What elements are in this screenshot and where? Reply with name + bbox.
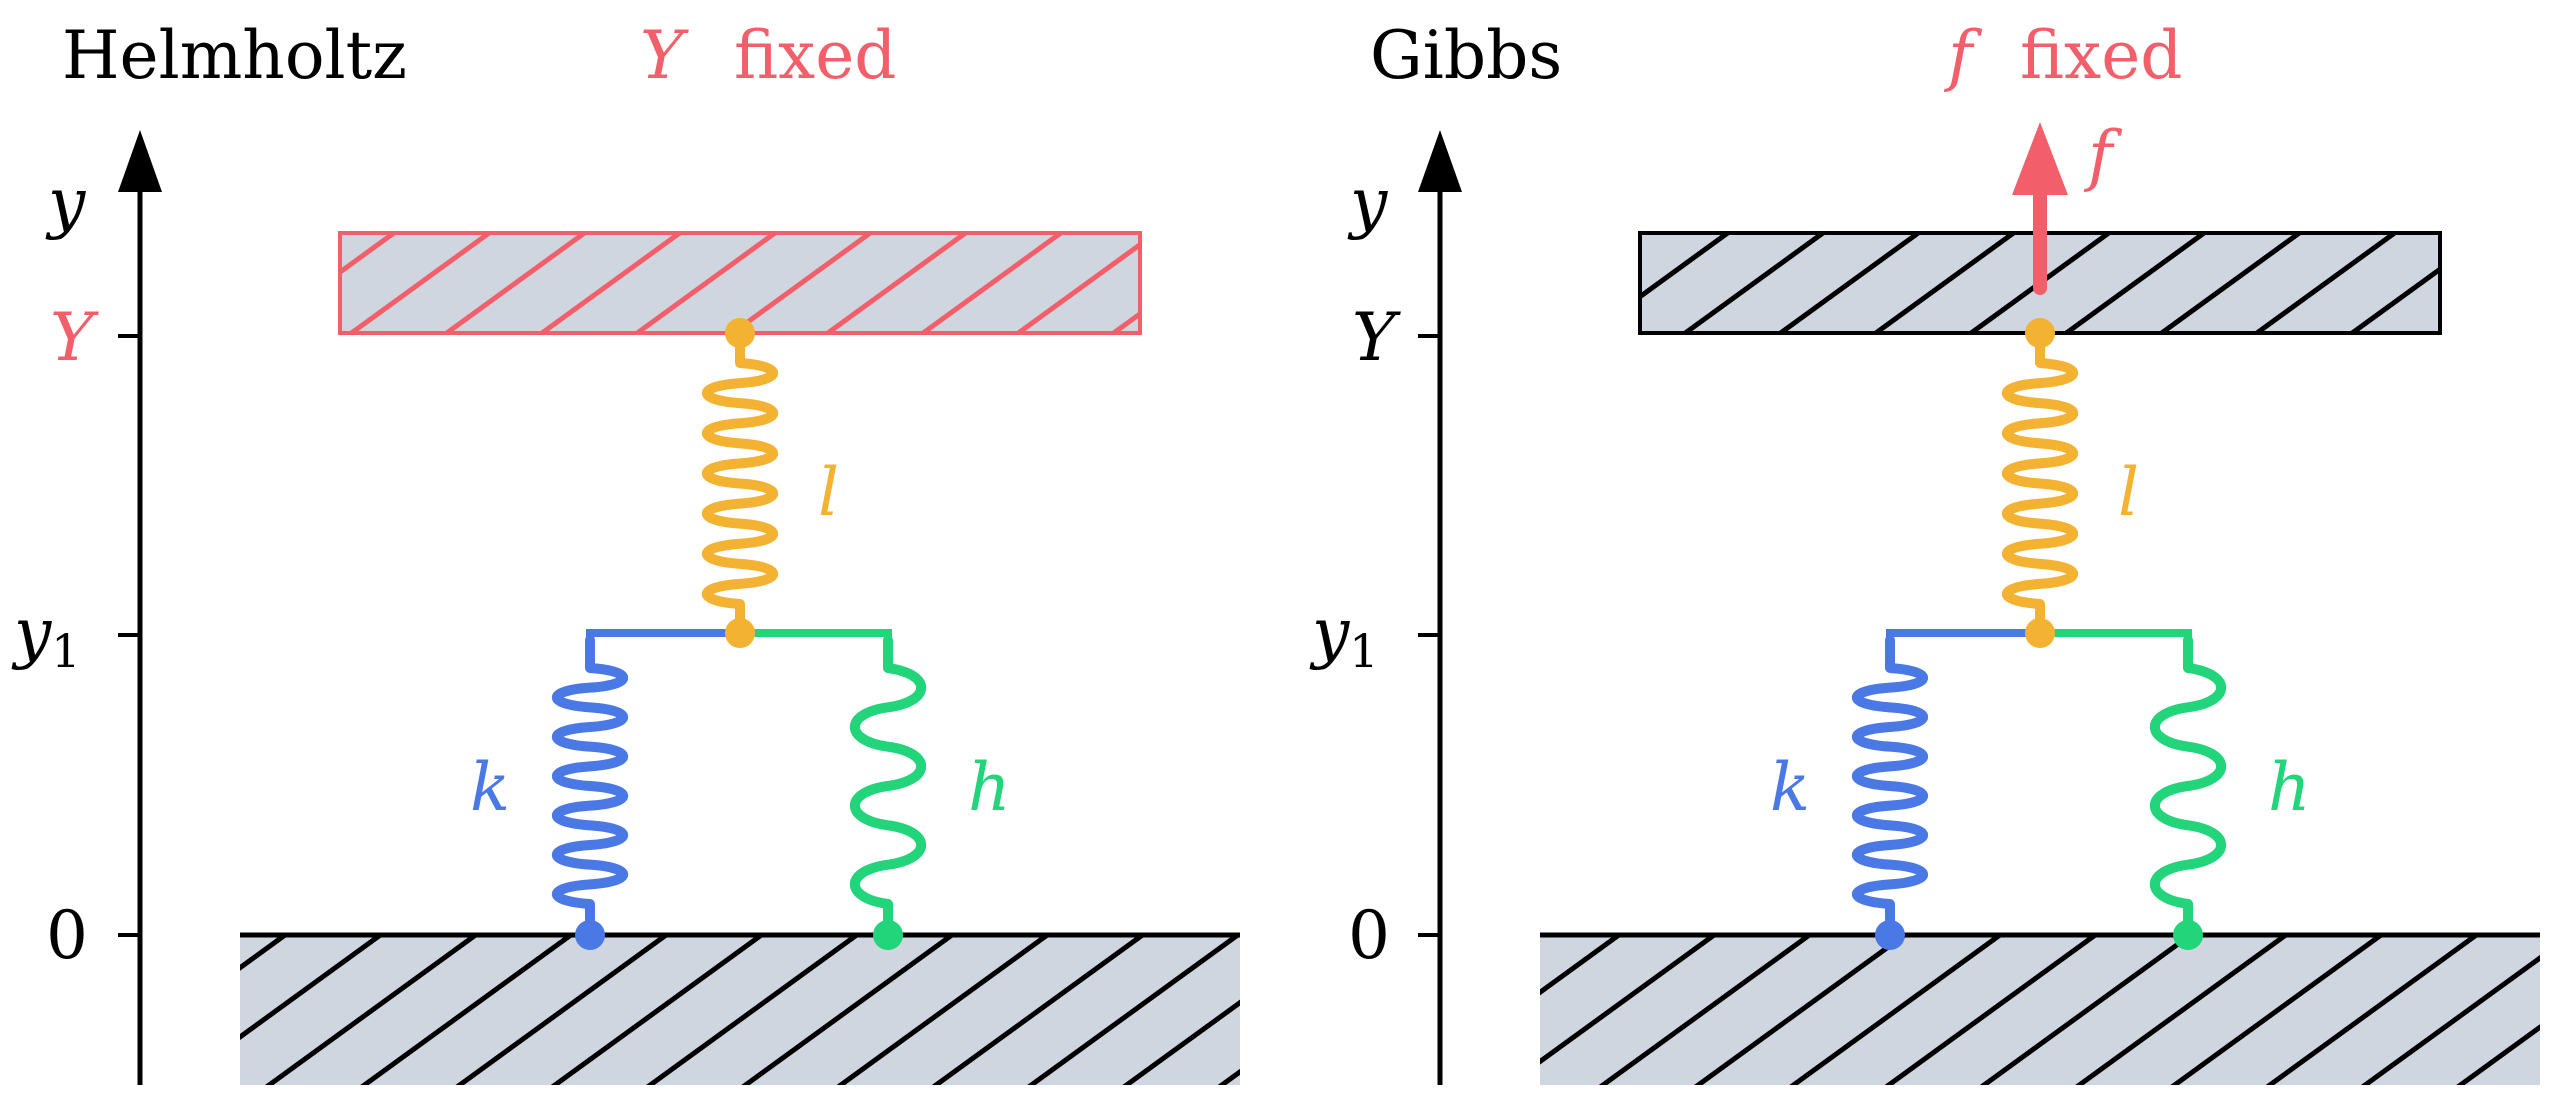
force-label: f (2083, 117, 2123, 194)
force-arrowhead (2012, 122, 2068, 195)
top-plate (338, 231, 1142, 335)
y-axis-label: y (1347, 164, 1388, 241)
node-ground-h (873, 920, 903, 950)
spring-h (2150, 635, 2226, 937)
tick-label-y1: y1 (1309, 594, 1379, 678)
panel-title: Gibbs (1370, 17, 1562, 94)
spring-h (850, 635, 926, 937)
node-ground-h (2173, 920, 2203, 950)
node-ground-k (575, 920, 605, 950)
node-junction (2025, 618, 2055, 648)
node-top (2025, 318, 2055, 348)
y-axis-arrowhead (118, 130, 162, 192)
tick-label-Y: Y (50, 299, 99, 376)
spring-label-l: l (818, 454, 839, 531)
spring-k (1852, 635, 1928, 937)
node-ground-k (1875, 920, 1905, 950)
fixed-label: fixed (734, 17, 897, 94)
ground-plate (1540, 935, 2540, 1085)
tick-label-zero: 0 (1348, 897, 1390, 974)
spring-l (2002, 330, 2078, 637)
spring-label-l: l (2118, 454, 2139, 531)
fixed-variable-symbol: f (1943, 17, 1983, 94)
tick-label-y1: y1 (11, 594, 81, 678)
panel-helmholtz: Helmholtz Y fixed y Y y1 0 (11, 17, 1240, 1085)
tick-label-Y: Y (1352, 299, 1401, 376)
node-top (725, 318, 755, 348)
y-axis-arrowhead (1418, 130, 1462, 192)
ground-plate (240, 935, 1240, 1085)
spring-l (702, 330, 778, 637)
panel-gibbs: Gibbs f fixed y Y y1 0 f (1309, 17, 2540, 1085)
panel-title: Helmholtz (62, 17, 407, 94)
spring-label-h: h (2268, 749, 2311, 826)
tick-label-zero: 0 (46, 897, 88, 974)
spring-k (552, 635, 628, 937)
y-axis-label: y (45, 164, 86, 241)
spring-label-k: k (1770, 749, 1810, 826)
fixed-label: fixed (2020, 17, 2183, 94)
fixed-variable-symbol: Y (640, 17, 689, 94)
spring-label-h: h (968, 749, 1011, 826)
spring-label-k: k (470, 749, 510, 826)
node-junction (725, 618, 755, 648)
